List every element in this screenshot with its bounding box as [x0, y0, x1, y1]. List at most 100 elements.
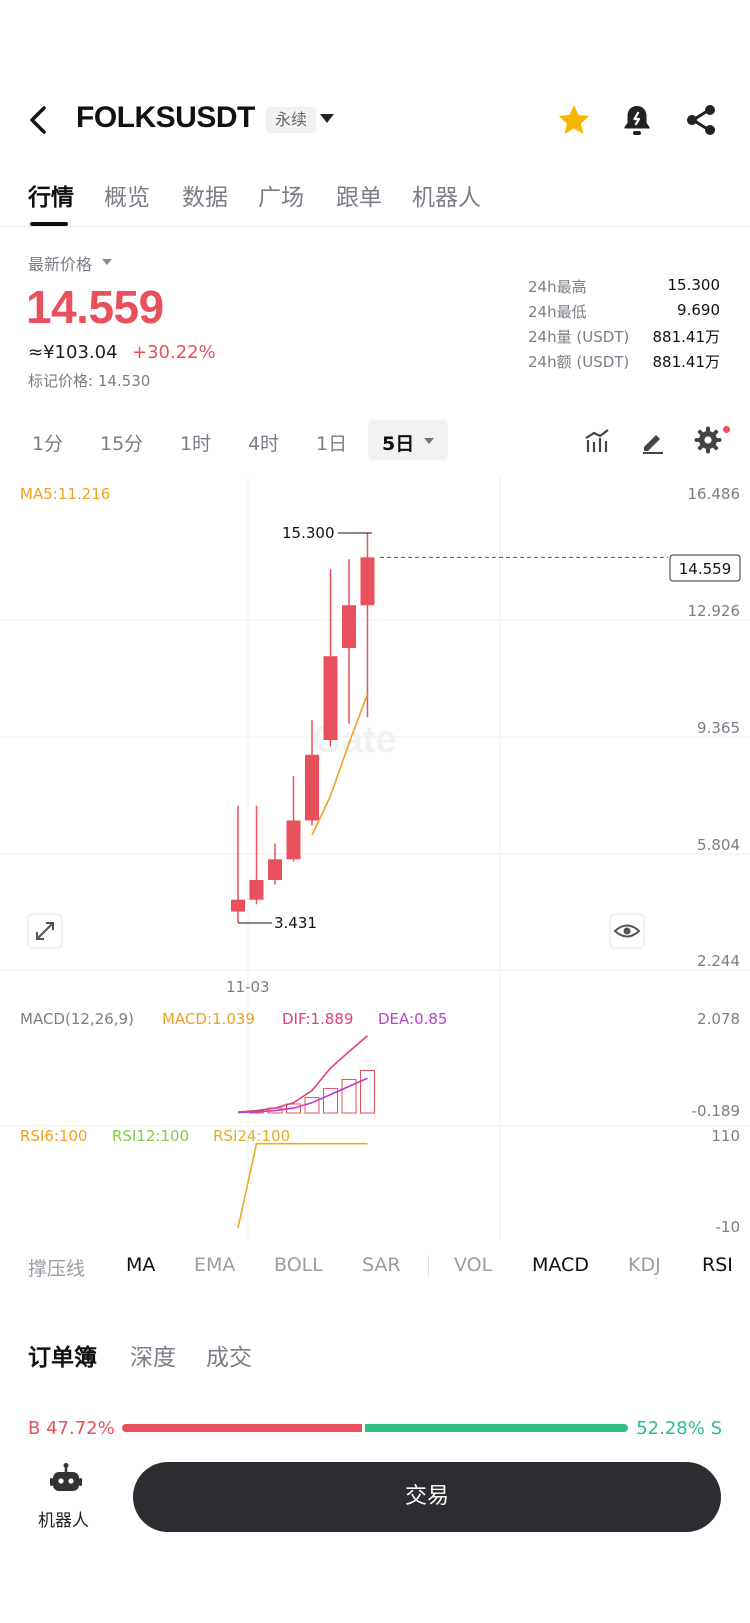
- rsi24-value: RSI24:100: [213, 1127, 290, 1145]
- interval-1d[interactable]: 1日: [316, 433, 348, 455]
- macd-axis-bottom: -0.189: [692, 1102, 740, 1120]
- indicator-rsi[interactable]: RSI: [702, 1254, 733, 1276]
- indicator-ema[interactable]: EMA: [194, 1254, 236, 1276]
- interval-5d-button[interactable]: [368, 420, 448, 460]
- interval-1m[interactable]: 1分: [32, 433, 64, 455]
- high-label: 15.300: [282, 524, 335, 542]
- interval-5d-label[interactable]: 5日: [382, 433, 415, 455]
- candle-body: [305, 754, 319, 821]
- chart-grid: [0, 476, 750, 1240]
- symbol-title: FOLKSUSDT: [76, 101, 255, 134]
- divider: [0, 226, 750, 227]
- active-tab-indicator: [30, 222, 68, 226]
- macd-bar: [323, 1087, 338, 1114]
- macd-legend: MACD(12,26,9) MACD:1.039 DIF:1.889 DEA:0…: [20, 1010, 447, 1028]
- interval-15m[interactable]: 15分: [100, 433, 144, 455]
- rsi-axis-bottom: -10: [716, 1218, 741, 1236]
- low-marker: 3.431: [238, 914, 317, 932]
- candle-body: [360, 557, 375, 606]
- back-arrow-icon[interactable]: [24, 100, 54, 140]
- indicator-macd[interactable]: MACD: [532, 1254, 589, 1276]
- mark-price: 标记价格: 14.530: [28, 372, 151, 390]
- tab-depth[interactable]: 深度: [130, 1345, 176, 1371]
- dea-value: DEA:0.85: [378, 1010, 447, 1028]
- indicator-sar[interactable]: SAR: [362, 1254, 401, 1276]
- tab-overview[interactable]: 概览: [104, 185, 150, 211]
- macd-axis-top: 2.078: [697, 1010, 740, 1028]
- eye-icon[interactable]: [609, 913, 645, 949]
- draw-icon[interactable]: [640, 428, 666, 454]
- candle-body: [231, 899, 245, 912]
- stat-label-low: 24h最低: [528, 303, 587, 321]
- price-type-label[interactable]: 最新价格: [28, 255, 93, 274]
- interval-4h[interactable]: 4时: [248, 433, 280, 455]
- y-label: 5.804: [697, 836, 740, 854]
- indicator-kdj[interactable]: KDJ: [628, 1254, 661, 1276]
- bell-icon[interactable]: [620, 102, 654, 138]
- sell-ratio-bar: [365, 1424, 628, 1432]
- stat-value-volume: 881.41万: [652, 328, 721, 346]
- current-price-value: 14.559: [679, 560, 732, 578]
- chevron-down-icon[interactable]: [424, 438, 434, 444]
- tab-orderbook[interactable]: 订单簿: [28, 1345, 97, 1371]
- macd-title: MACD(12,26,9): [20, 1010, 134, 1028]
- indicator-ma[interactable]: MA: [126, 1254, 156, 1276]
- last-price: 14.559: [26, 281, 164, 333]
- candle-body: [286, 820, 301, 860]
- buy-ratio-bar: [122, 1424, 362, 1432]
- candles: [231, 532, 375, 923]
- high-marker: 15.300: [282, 524, 372, 542]
- tab-data[interactable]: 数据: [182, 185, 228, 211]
- share-icon[interactable]: [684, 103, 718, 137]
- ma5-line: [311, 693, 369, 836]
- interval-1h[interactable]: 1时: [180, 433, 212, 455]
- tab-copy-trading[interactable]: 跟单: [336, 185, 382, 211]
- stat-value-turnover: 881.41万: [652, 353, 721, 371]
- tab-trades[interactable]: 成交: [206, 1345, 252, 1371]
- candle-body: [249, 879, 264, 900]
- y-label: 2.244: [697, 952, 740, 970]
- price-change: +30.22%: [132, 342, 216, 363]
- current-price-tag: 14.559: [669, 554, 741, 582]
- low-label: 3.431: [274, 914, 317, 932]
- y-label: 12.926: [688, 602, 741, 620]
- macd-histogram: [249, 1070, 375, 1114]
- stat-value-low: 9.690: [677, 301, 720, 319]
- star-icon[interactable]: [556, 102, 592, 138]
- rsi12-value: RSI12:100: [112, 1127, 189, 1145]
- date-label: 11-03: [226, 978, 270, 996]
- chevron-down-icon[interactable]: [320, 114, 334, 123]
- notification-dot: [723, 426, 730, 433]
- chevron-down-icon[interactable]: [102, 259, 112, 265]
- macd-bar: [360, 1070, 375, 1114]
- expand-icon[interactable]: [27, 913, 63, 949]
- rsi-line: [237, 1142, 368, 1229]
- indicator-boll[interactable]: BOLL: [274, 1254, 323, 1276]
- indicator-support-resistance[interactable]: 撑压线: [28, 1258, 86, 1280]
- y-label: 16.486: [688, 485, 741, 503]
- tab-market[interactable]: 行情: [28, 185, 74, 211]
- macd-value: MACD:1.039: [162, 1010, 255, 1028]
- robot-icon[interactable]: [50, 1462, 82, 1494]
- stat-value-high: 15.300: [667, 276, 721, 294]
- kline-chart[interactable]: Gate MA5:11.216 16.486 12.926 9.365 5.80…: [0, 470, 750, 1250]
- divider: [428, 1255, 429, 1277]
- dif-line: [237, 1035, 369, 1113]
- contract-type-badge: 永续: [266, 107, 316, 133]
- stat-label-turnover: 24h额 (USDT): [528, 353, 630, 371]
- bots-label[interactable]: 机器人: [38, 1511, 89, 1531]
- macd-bar: [341, 1078, 357, 1114]
- indicator-vol[interactable]: VOL: [454, 1254, 493, 1276]
- stat-label-volume: 24h量 (USDT): [528, 328, 630, 346]
- dif-value: DIF:1.889: [282, 1010, 353, 1028]
- candle-body: [342, 605, 356, 648]
- sell-ratio: 52.28% S: [636, 1418, 722, 1439]
- cny-price: ≈¥103.04: [28, 342, 118, 363]
- rsi-axis-top: 110: [711, 1127, 740, 1145]
- tab-square[interactable]: 广场: [258, 185, 304, 211]
- settings-icon[interactable]: [694, 426, 722, 454]
- tab-bots[interactable]: 机器人: [412, 185, 481, 211]
- rsi6-value: RSI6:100: [20, 1127, 88, 1145]
- indicator-icon[interactable]: [584, 428, 610, 454]
- trade-button[interactable]: 交易: [133, 1462, 721, 1532]
